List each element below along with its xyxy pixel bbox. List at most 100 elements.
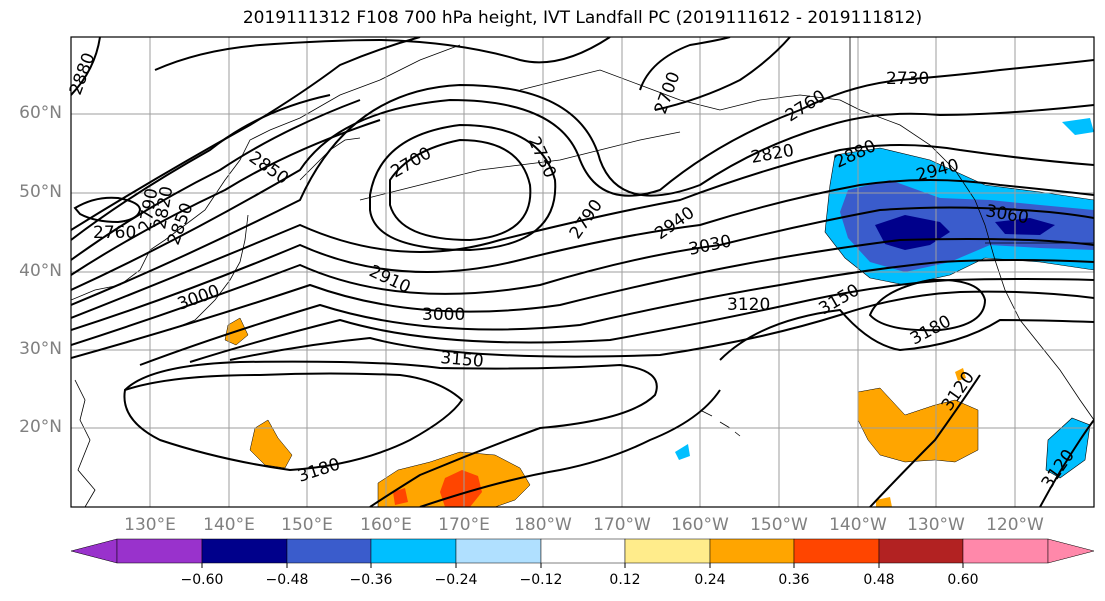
colorbar-tick-label: 0.60 — [947, 572, 979, 588]
latitude-label: 50°N — [19, 182, 62, 202]
contour-line — [71, 59, 1094, 291]
colorbar — [70, 538, 1095, 568]
contour-label: 2940 — [651, 203, 698, 244]
contour-line — [869, 374, 981, 507]
coastline-philippines — [74, 379, 96, 507]
colorbar-swatch — [709, 538, 795, 564]
contour-line — [1039, 419, 1094, 507]
ivt-shading — [224, 118, 1094, 507]
ivt-positive-region-small-e — [955, 368, 966, 381]
contour-label: 3120 — [727, 295, 770, 315]
contour-label: 2760 — [782, 86, 829, 126]
contour-line — [369, 123, 557, 252]
longitude-label: 140°W — [829, 515, 887, 535]
contour-label: 3030 — [687, 231, 733, 260]
longitude-label: 140°E — [203, 515, 255, 535]
contour-label: 2790 — [566, 196, 607, 243]
map-title: 2019111312 F108 700 hPa height, IVT Land… — [242, 8, 923, 28]
contour-label: 3000 — [422, 305, 465, 325]
longitude-label: 120°W — [986, 515, 1044, 535]
contour-line — [71, 119, 381, 276]
contour-line — [124, 360, 658, 507]
contour-line — [419, 389, 721, 507]
colorbar-tick-label: −0.48 — [265, 572, 309, 588]
contour-line — [71, 179, 1094, 331]
longitude-label: 130°E — [124, 515, 176, 535]
colorbar-swatch — [962, 538, 1049, 564]
latitude-label: 20°N — [19, 417, 62, 437]
colorbar-swatch — [793, 538, 880, 564]
colorbar-tick-label: 0.36 — [778, 572, 810, 588]
longitude-label: 150°E — [281, 515, 333, 535]
colorbar-swatch — [116, 538, 203, 564]
longitude-label: 130°W — [907, 515, 965, 535]
ivt-negative-light-region-ne — [1062, 118, 1094, 135]
colorbar-extend-high — [1047, 538, 1095, 564]
coastline-japan — [169, 214, 249, 331]
colorbar-tick-label: −0.60 — [180, 572, 224, 588]
contour-line — [71, 37, 421, 231]
colorbar-swatch — [286, 538, 372, 564]
colorbar-swatch — [540, 538, 626, 564]
ivt-positive-region-small-se — [876, 497, 892, 507]
ivt-negative-dark-region-2 — [995, 218, 1055, 235]
longitude-label: 150°W — [750, 515, 808, 535]
colorbar-tick-label: −0.36 — [349, 572, 393, 588]
ivt-positive-region-east — [857, 387, 979, 463]
contour-label: 2850 — [245, 148, 292, 189]
contour-line — [123, 372, 464, 472]
colorbar-tick-label: 0.48 — [863, 572, 895, 588]
contour-line — [229, 290, 1094, 361]
colorbar-swatch — [624, 538, 711, 564]
contour-line — [139, 259, 1094, 366]
colorbar-tick-label: −0.24 — [434, 572, 478, 588]
ivt-negative-region-small — [675, 444, 690, 460]
contour-label: 2730 — [886, 69, 929, 89]
contour-line — [719, 308, 1094, 361]
map-frame — [70, 36, 1095, 508]
contour-line — [639, 37, 731, 91]
colorbar-swatch — [878, 538, 964, 564]
contour-label: 3180 — [295, 454, 342, 486]
ivt-negative-region-se — [1045, 417, 1091, 479]
colorbar-tick-label: −0.12 — [519, 572, 563, 588]
contour-line — [71, 94, 331, 241]
colorbar-swatch — [201, 538, 288, 564]
latitude-label: 30°N — [19, 339, 62, 359]
contour-line — [189, 278, 1094, 363]
contour-line — [71, 37, 101, 96]
longitude-label: 170°W — [593, 515, 651, 535]
contour-line — [71, 144, 1094, 319]
contour-label: 2700 — [651, 69, 685, 116]
longitude-label: 170°E — [438, 515, 490, 535]
contour-line — [71, 83, 1094, 306]
longitude-label: 160°E — [360, 515, 412, 535]
contour-line — [71, 206, 1094, 346]
contour-line — [389, 138, 532, 242]
ivt-positive-region-west — [249, 419, 293, 469]
graticule — [71, 37, 1094, 507]
contour-label: 3180 — [907, 311, 955, 349]
colorbar-tick-label: 0.24 — [694, 572, 726, 588]
contour-line — [654, 37, 791, 111]
colorbar-swatch — [370, 538, 457, 564]
contour-line — [71, 238, 1094, 359]
coastline-aleutians — [359, 131, 681, 201]
ivt-positive-strong-small — [393, 488, 408, 505]
hawaii-islands — [699, 409, 741, 437]
contour-line — [154, 37, 611, 71]
contour-line — [73, 196, 142, 224]
height-contours — [71, 37, 1094, 507]
latitude-label: 40°N — [19, 261, 62, 281]
contour-label: 3150 — [816, 280, 863, 319]
contour-label: 3150 — [440, 348, 485, 372]
longitude-label: 180°W — [514, 515, 572, 535]
contour-label: 2760 — [93, 223, 136, 243]
latitude-label: 60°N — [19, 103, 62, 123]
contour-line — [71, 99, 361, 261]
contour-label: 2910 — [366, 261, 414, 297]
colorbar-extend-low — [70, 538, 118, 564]
colorbar-tick-label: 0.12 — [609, 572, 641, 588]
coastline-asia — [71, 44, 461, 301]
